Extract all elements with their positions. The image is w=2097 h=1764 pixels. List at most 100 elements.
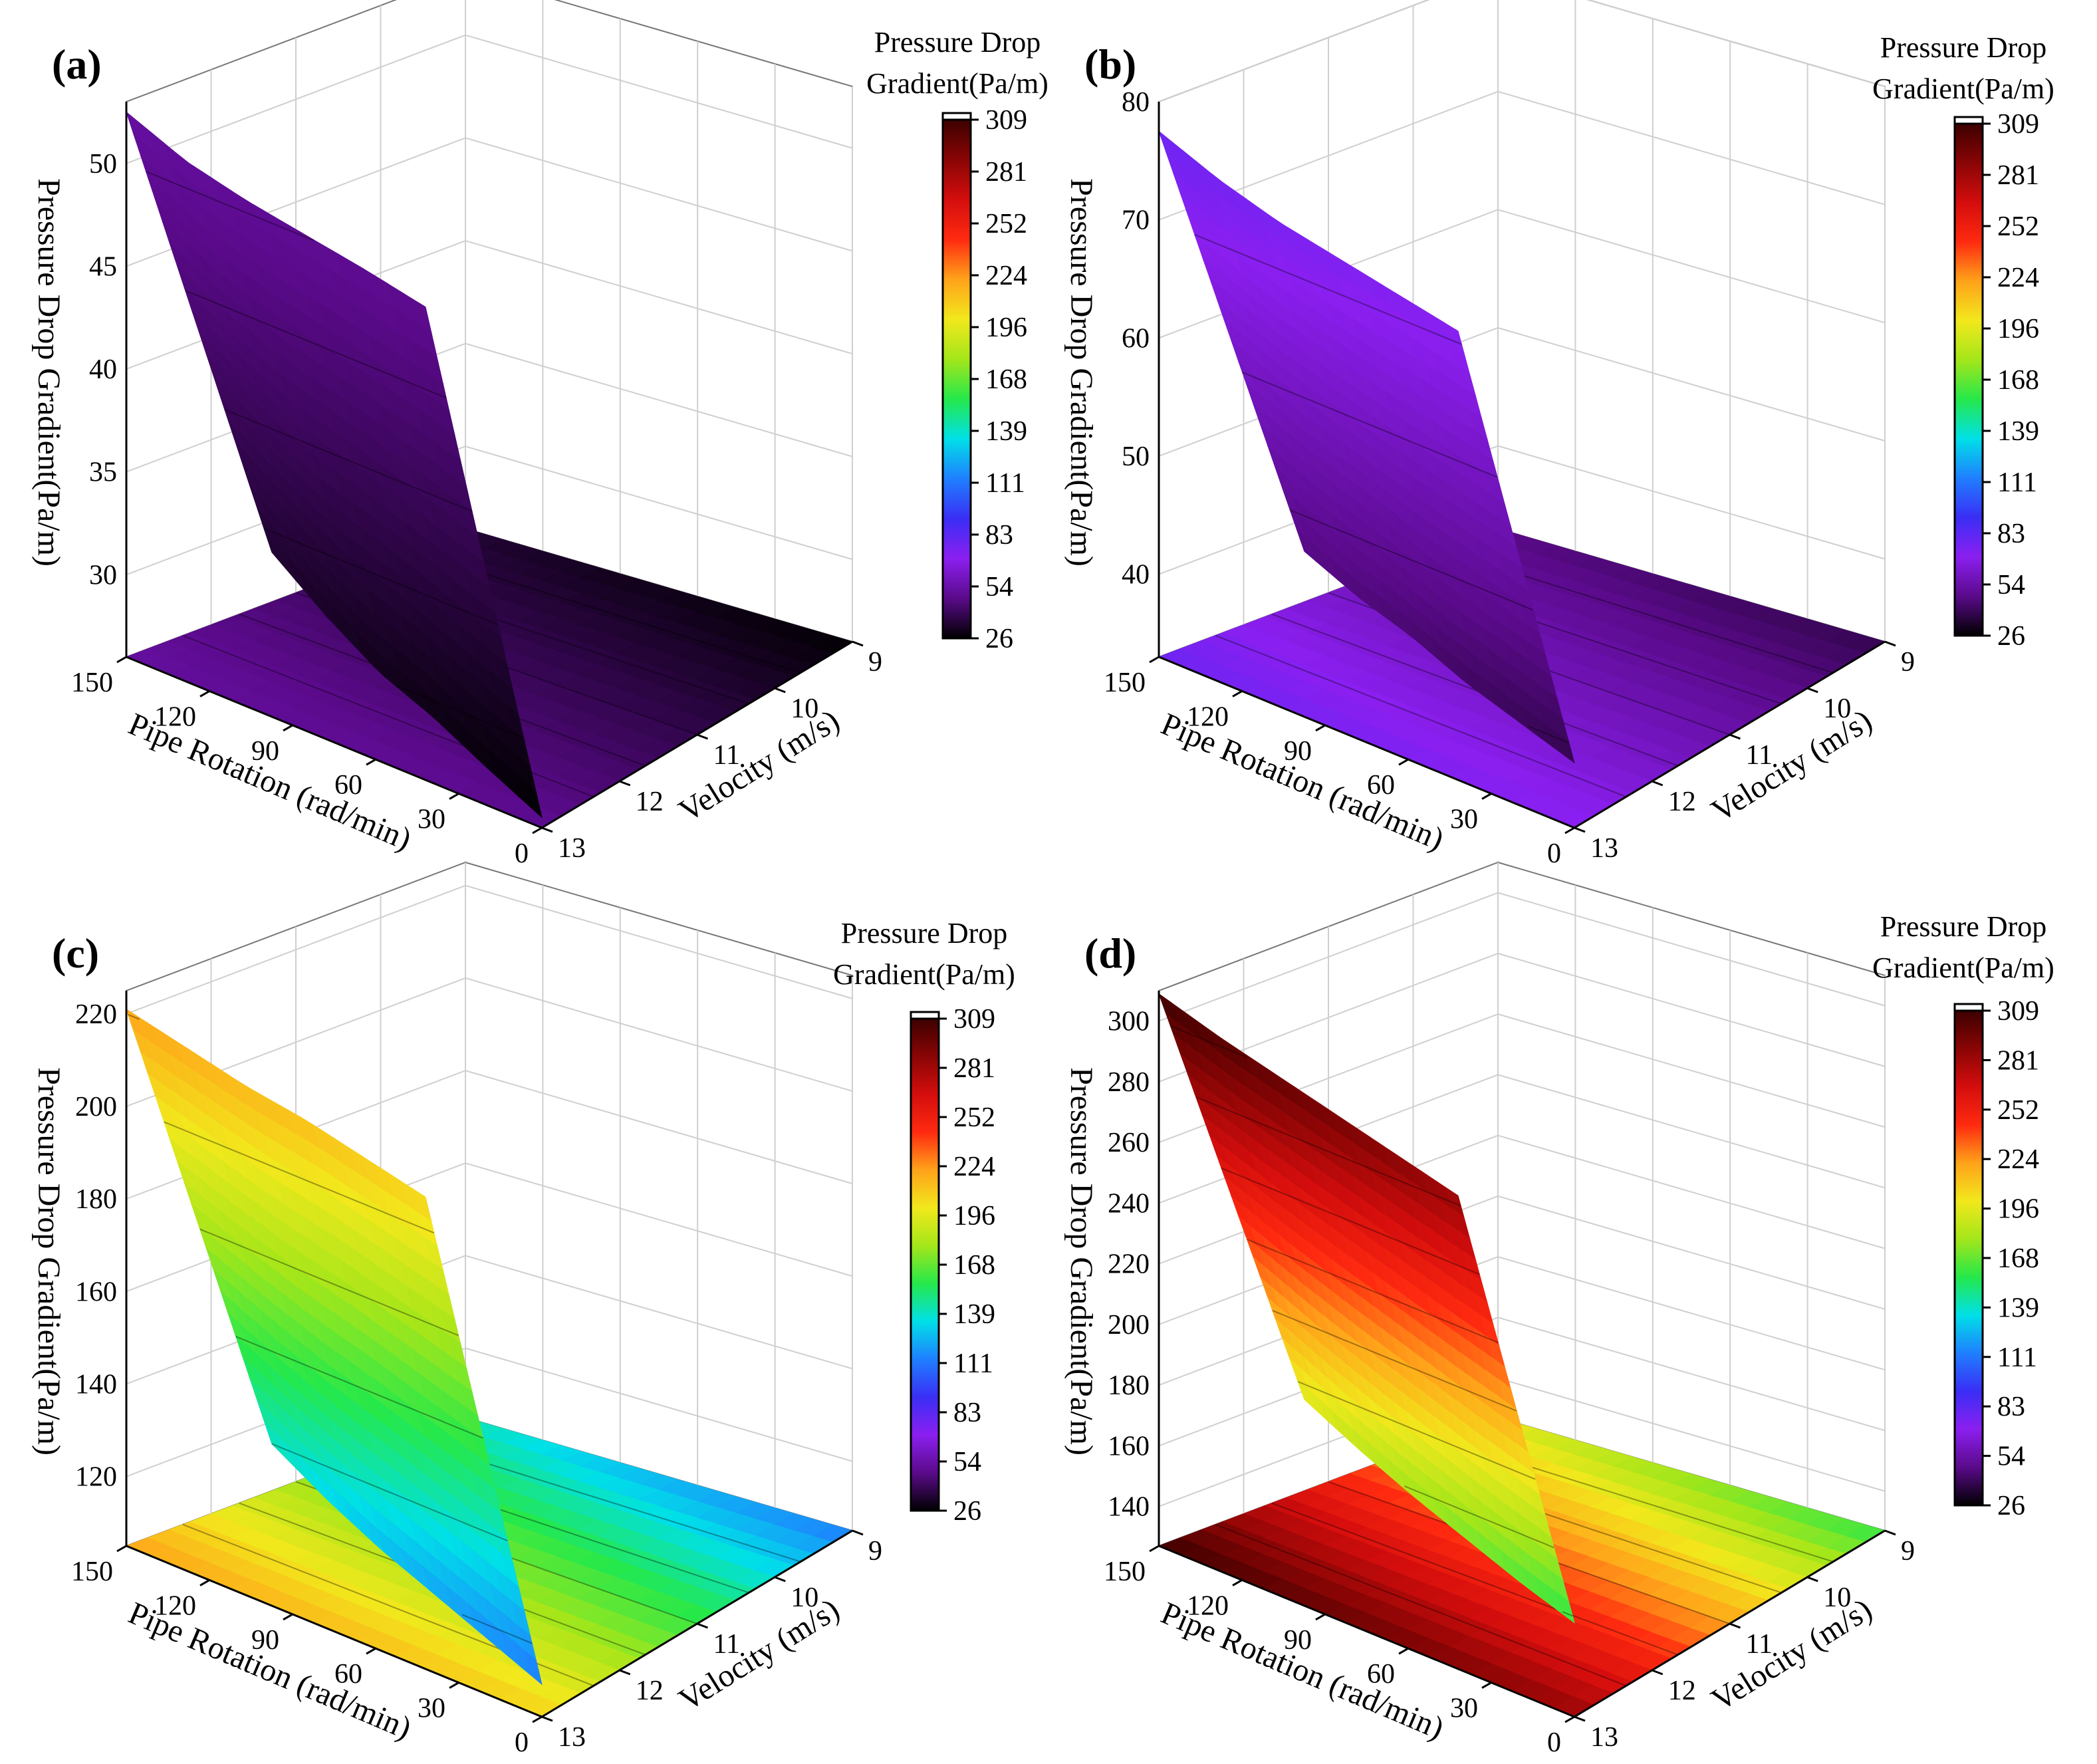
x-tick-mark <box>116 1545 127 1553</box>
z-tick-label: 35 <box>89 457 117 488</box>
y-tick-label: 12 <box>1668 1676 1696 1706</box>
colorbar-tick-label: 139 <box>953 1299 995 1330</box>
x-tick-label: 120 <box>154 701 196 732</box>
colorbar-tick-label: 139 <box>985 416 1027 447</box>
colorbar-tick-label: 111 <box>1997 1342 2037 1373</box>
x-axis-line <box>126 656 543 829</box>
colorbar-tick-label: 54 <box>1997 570 2025 600</box>
colorbar-tick-label: 26 <box>1997 1491 2025 1521</box>
colorbar-tick-label: 168 <box>985 364 1027 395</box>
x-tick-mark <box>1149 1545 1160 1553</box>
colorbar-tick-label: 168 <box>953 1250 995 1281</box>
x-tick-label: 150 <box>1104 1557 1146 1587</box>
surface-contour <box>224 408 473 512</box>
y-tick-mark <box>774 687 786 693</box>
z-tick-label: 240 <box>1108 1188 1150 1219</box>
colorbar-title-line1: Pressure Drop <box>1880 31 2047 64</box>
y-tick-label: 11 <box>1746 1629 1773 1660</box>
y-tick-label: 10 <box>1823 1582 1851 1613</box>
x-tick-label: 60 <box>1367 770 1395 801</box>
z-axis-label: Pressure Drop Gradient(Pa/m) <box>31 1067 66 1455</box>
colorbar-cap <box>941 112 972 121</box>
x-tick-mark <box>1149 656 1160 664</box>
colorbar-tick-label: 168 <box>1997 365 2039 396</box>
x-axis-line <box>1158 1545 1575 1718</box>
z-tick-label: 220 <box>1108 1249 1150 1280</box>
z-gridline-right <box>1497 1195 1886 1310</box>
colorbar-tick-label: 111 <box>953 1348 993 1379</box>
y-tick-label: 11 <box>1746 740 1773 771</box>
colorbar-tick-label: 196 <box>953 1201 995 1231</box>
y-tick-mark <box>1574 1715 1586 1722</box>
colorbar-gradient <box>941 118 972 640</box>
chart-panel-3: 1401601802002202402602803001501209060300… <box>1064 861 1915 1758</box>
y-tick-mark <box>1729 1622 1741 1629</box>
x-tick-mark <box>532 826 543 834</box>
y-tick-mark <box>1806 1576 1818 1582</box>
colorbar-tick-label: 83 <box>985 520 1013 551</box>
colorbar-tick-label: 224 <box>1997 263 2039 293</box>
colorbar-tick-label: 281 <box>1997 160 2039 191</box>
surface-contour <box>1289 509 1534 611</box>
colorbar-title-line2: Gradient(Pa/m) <box>866 67 1048 100</box>
x-tick-mark <box>283 1613 293 1621</box>
floor-contour <box>1271 613 1679 767</box>
x-tick-label: 120 <box>154 1590 196 1621</box>
z-gridline-right <box>1497 1317 1886 1432</box>
x-tick-label: 90 <box>1284 736 1312 767</box>
x-tick-label: 90 <box>1284 1625 1312 1656</box>
panel-letter: (b) <box>1084 41 1136 88</box>
surface-contour <box>128 1013 140 1020</box>
surface-contour <box>1221 1167 1480 1275</box>
y-tick-mark <box>774 1576 786 1582</box>
surface-contour <box>1247 1238 1499 1344</box>
z-gridline-right <box>1497 90 1886 205</box>
x-axis-line <box>1158 656 1575 829</box>
colorbar-tick-label: 252 <box>953 1102 995 1133</box>
x-tick-mark <box>1481 1682 1492 1689</box>
surface-contour <box>271 1443 508 1542</box>
x-tick-label: 0 <box>1547 838 1561 869</box>
z-gridline-right <box>1497 1134 1886 1249</box>
surface-contour <box>1528 725 1570 744</box>
x-tick-label: 90 <box>251 736 279 767</box>
x-tick-mark <box>532 1715 543 1723</box>
y-tick-label: 10 <box>791 1582 818 1613</box>
x-tick-mark <box>283 724 293 732</box>
y-tick-label: 9 <box>868 1536 882 1567</box>
z-gridline-right <box>1497 892 1886 1007</box>
x-tick-mark <box>449 793 459 800</box>
z-tick-label: 160 <box>1108 1431 1150 1461</box>
y-tick-mark <box>541 1715 553 1722</box>
z-gridline-right <box>1586 0 1886 87</box>
y-tick-mark <box>1806 687 1818 693</box>
colorbar-title-line2: Gradient(Pa/m) <box>1872 72 2054 105</box>
surface-contour <box>1170 1025 1247 1059</box>
colorbar-tick-label: 168 <box>1997 1243 2039 1274</box>
z-gridline-right <box>465 884 853 999</box>
panel-letter: (a) <box>52 41 102 88</box>
surface-cell <box>1556 732 1575 764</box>
colorbar-tick-label: 252 <box>1997 211 2039 242</box>
colorbar-tick-label: 281 <box>985 157 1027 188</box>
x-tick-mark <box>1398 758 1409 766</box>
z-gridline-right <box>465 1255 853 1370</box>
x-tick-mark <box>1564 826 1575 834</box>
y-tick-label: 11 <box>713 740 740 771</box>
colorbar-cap <box>1953 1003 1984 1012</box>
y-tick-mark <box>1652 1669 1664 1676</box>
colorbar-tick-label: 224 <box>985 261 1027 291</box>
x-tick-mark <box>116 656 127 664</box>
x-tick-label: 30 <box>1450 1694 1478 1724</box>
surface-contour <box>461 1614 533 1644</box>
z-axis-label: Pressure Drop Gradient(Pa/m) <box>31 178 66 567</box>
colorbar-tick-label: 111 <box>985 468 1025 499</box>
x-tick-label: 60 <box>1367 1659 1395 1690</box>
x-tick-mark <box>1232 690 1243 697</box>
x-tick-label: 120 <box>1187 1590 1229 1621</box>
colorbar-gradient <box>910 1017 940 1512</box>
x-tick-label: 150 <box>71 1557 113 1587</box>
x-tick-mark <box>1481 793 1492 800</box>
surface-cell <box>524 781 543 819</box>
z-gridline-right <box>465 342 853 457</box>
